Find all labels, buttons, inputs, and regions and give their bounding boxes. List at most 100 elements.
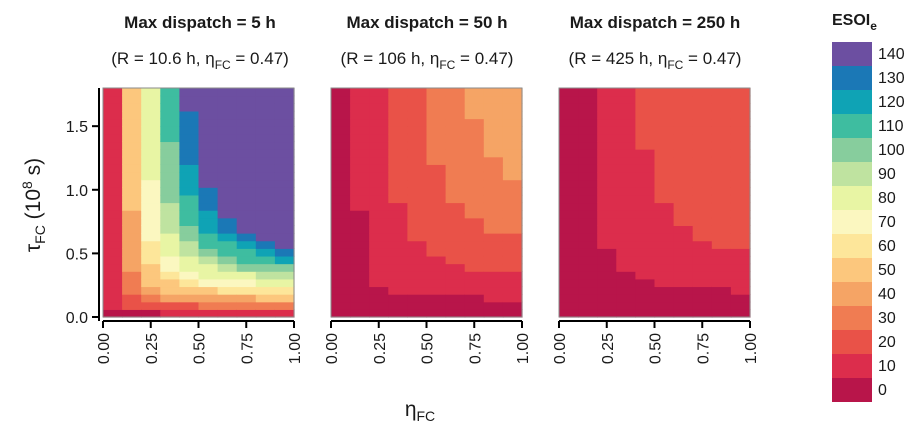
heatmap-cell (654, 110, 675, 120)
heatmap-cell (350, 133, 370, 143)
heatmap-cell (388, 240, 408, 249)
heatmap-cell (236, 286, 257, 295)
heatmap-cell (103, 294, 123, 303)
heatmap-cell (654, 95, 675, 104)
heatmap-cell (597, 233, 617, 242)
heatmap-cell (597, 103, 617, 112)
legend-swatch (832, 210, 872, 234)
heatmap-cell (198, 217, 219, 226)
heatmap-cell (654, 217, 675, 226)
heatmap-cell (407, 248, 428, 257)
heatmap-cell (236, 301, 257, 310)
heatmap-cell (141, 210, 161, 219)
heatmap-cell (160, 171, 180, 181)
heatmap-cell (198, 141, 219, 150)
heatmap-cell (635, 164, 656, 173)
heatmap-cell (274, 126, 295, 135)
heatmap-cell (692, 156, 713, 165)
heatmap-cell (559, 217, 579, 226)
heatmap-cell (198, 149, 219, 158)
legend-label: 50 (878, 262, 896, 279)
heatmap-cell (369, 171, 389, 181)
heatmap-cell (673, 217, 694, 226)
heatmap-cell (711, 164, 732, 173)
heatmap-cell (426, 233, 447, 242)
heatmap-cell (426, 278, 447, 288)
heatmap-cell (198, 110, 219, 120)
heatmap-cell (635, 103, 656, 112)
heatmap-cell (122, 255, 142, 265)
heatmap-cell (122, 95, 142, 104)
heatmap-cell (445, 141, 466, 150)
heatmap-cell (445, 149, 466, 158)
heatmap-cell (692, 133, 713, 143)
heatmap-cell (559, 103, 579, 112)
panel-3-title: Max dispatch = 250 h (570, 13, 741, 32)
heatmap-cell (122, 210, 142, 219)
heatmap-cell (635, 240, 656, 249)
heatmap-cell (692, 171, 713, 181)
heatmap-cell (369, 88, 389, 97)
heatmap-cell (445, 278, 466, 288)
heatmap-cell (464, 248, 485, 257)
heatmap-cell (635, 286, 656, 295)
heatmap-cell (103, 95, 123, 104)
heatmap-cell (426, 88, 447, 97)
panel-2-subtitle: (R = 106 h, ηFC = 0.47) (341, 49, 514, 72)
heatmap-cell (597, 171, 617, 181)
heatmap-cell (103, 88, 123, 97)
heatmap-cell (274, 225, 295, 234)
heatmap-cell (255, 210, 276, 219)
heatmap-cell (654, 103, 675, 112)
heatmap-cell (388, 126, 408, 135)
heatmap-cell (198, 248, 219, 257)
heatmap-cell (559, 294, 579, 303)
heatmap-cell (255, 171, 276, 181)
heatmap-cell (407, 133, 428, 143)
heatmap-cell (502, 263, 523, 272)
heatmap-cell (141, 194, 161, 204)
heatmap-cell (407, 110, 428, 120)
heatmap-cell (730, 233, 751, 242)
heatmap-cell (711, 309, 732, 318)
heatmap-cell (635, 217, 656, 226)
heatmap-cell (502, 225, 523, 234)
heatmap-cell (654, 126, 675, 135)
heatmap-cell (692, 255, 713, 265)
heatmap-cell (236, 118, 257, 127)
heatmap-cell (122, 149, 142, 158)
heatmap-cell (274, 210, 295, 219)
heatmap-cell (730, 171, 751, 181)
heatmap-cell (255, 240, 276, 249)
heatmap-cell (502, 149, 523, 158)
heatmap-cell (198, 126, 219, 135)
heatmap-cell (388, 202, 408, 211)
heatmap-cell (692, 126, 713, 135)
heatmap-cell (711, 271, 732, 280)
x-tick-label: 0.25 (600, 333, 617, 364)
heatmap-cell (426, 248, 447, 257)
heatmap-cell (179, 286, 200, 295)
heatmap-cell (692, 271, 713, 280)
heatmap-cell (616, 95, 636, 104)
heatmap-cell (103, 141, 123, 150)
heatmap-cell (692, 248, 713, 257)
heatmap-cell (236, 210, 257, 219)
heatmap-cell (673, 103, 694, 112)
heatmap-cell (407, 233, 428, 242)
heatmap-cell (388, 225, 408, 234)
x-tick-label: 1.00 (743, 333, 760, 364)
heatmap-cell (445, 126, 466, 135)
heatmap-cell (730, 103, 751, 112)
heatmap-cell (635, 271, 656, 280)
heatmap-cell (331, 156, 351, 165)
heatmap-cell (407, 164, 428, 173)
heatmap-cell (236, 278, 257, 288)
heatmap-cell (274, 171, 295, 181)
heatmap-cell (464, 233, 485, 242)
x-tick-label: 0.75 (467, 333, 484, 364)
heatmap-cell (483, 217, 504, 226)
heatmap-cell (236, 255, 257, 265)
heatmap-cell (730, 210, 751, 219)
